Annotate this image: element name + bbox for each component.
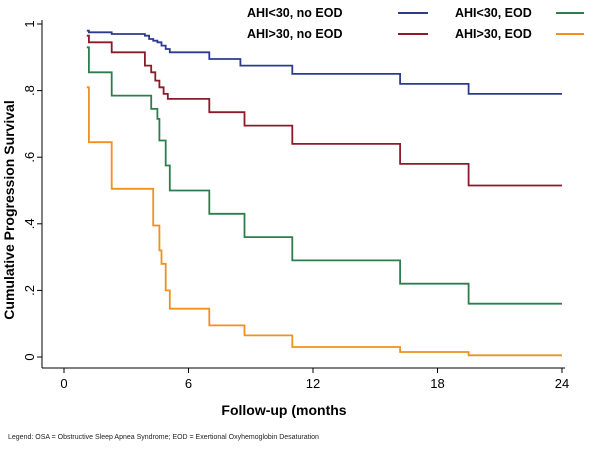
series-line-ahi-30-no-eod [86,34,562,187]
y-tick-label: .8 [22,85,37,96]
footnote: Legend: OSA = Obstructive Sleep Apnea Sy… [8,434,319,441]
y-tick-label: .2 [22,285,37,296]
series-line-ahi-30-no-eod [86,29,562,95]
series-line-ahi-30-eod [86,46,562,305]
y-tick-label: .6 [22,152,37,163]
x-tick-label: 24 [555,376,569,391]
y-tick-label: .4 [22,218,37,229]
series-group [86,29,562,357]
legend: AHI<30, no EOD AHI<30, EOD AHI>30, no EOD A… [247,6,584,41]
legend-label: AHI>30, no EOD [247,27,343,41]
axes: 0 .2 .4 .6 .8 1 0 6 12 18 24 [22,20,569,391]
y-tick-label: 1 [22,20,37,27]
series-line-ahi-30-eod [86,86,562,357]
legend-label: AHI<30, no EOD [247,6,343,20]
x-tick-label: 6 [185,376,192,391]
legend-label: AHI>30, EOD [455,27,532,41]
x-tick-label: 0 [60,376,67,391]
x-tick-label: 12 [306,376,320,391]
x-axis-label: Follow-up (months [221,402,346,418]
x-tick-label: 18 [430,376,444,391]
y-tick-label: 0 [22,353,37,360]
y-axis-label: Cumulative Progression Survival [1,100,17,319]
legend-label: AHI<30, EOD [455,6,532,20]
